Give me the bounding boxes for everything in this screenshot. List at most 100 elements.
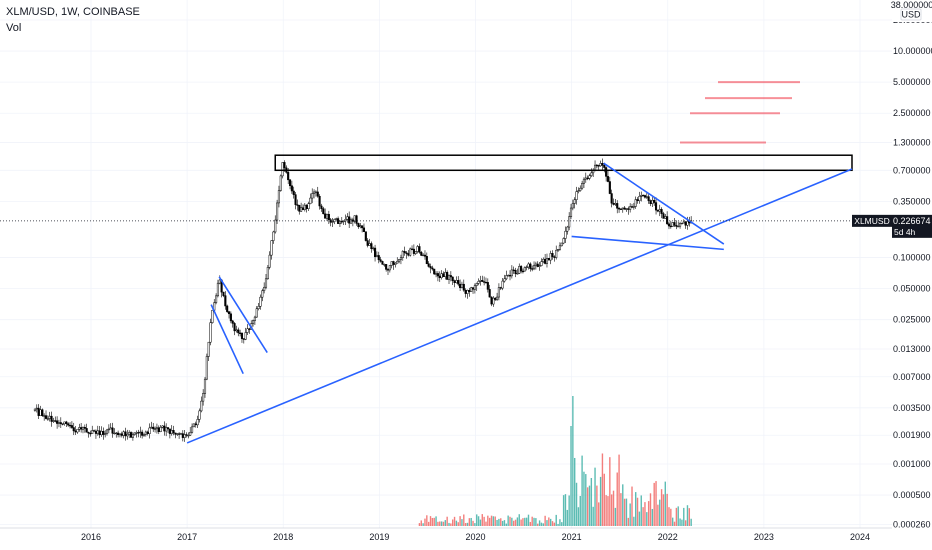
resistance-zone-box[interactable] — [274, 154, 853, 172]
candle-body — [496, 296, 499, 300]
candle-body — [76, 428, 79, 433]
drawings-layer[interactable] — [186, 81, 853, 444]
volume-bar — [581, 455, 583, 526]
volume-bar — [607, 496, 609, 526]
candle-body — [653, 200, 656, 203]
candle-body — [205, 356, 208, 380]
volume-bar — [631, 486, 633, 526]
candle-body — [200, 400, 203, 412]
candle-body — [89, 432, 92, 435]
candle-body — [216, 282, 219, 297]
candle-body — [558, 245, 561, 250]
volume-bar — [559, 519, 561, 526]
volume-bar — [598, 502, 600, 526]
volume-indicator-label[interactable]: Vol — [6, 22, 22, 34]
candle-body — [183, 434, 186, 438]
time-tick-label: 2021 — [562, 532, 582, 542]
long-term-support-trendline[interactable] — [186, 168, 853, 444]
price-axis-background — [892, 0, 932, 550]
candle-body — [266, 267, 269, 280]
volume-bar — [444, 520, 447, 526]
candle-body — [178, 433, 181, 435]
volume-bar — [477, 516, 480, 526]
volume-bar — [494, 516, 496, 526]
candle-body — [122, 431, 125, 436]
volume-bar — [522, 518, 524, 526]
time-axis[interactable]: 2016 2017 2018 2019 2020 2021 2022 2023 2024 — [81, 532, 870, 542]
volume-bar — [592, 506, 594, 526]
candle-body — [433, 268, 436, 275]
candle-body — [619, 208, 622, 210]
candle-body — [497, 287, 500, 298]
candle-body — [168, 428, 171, 434]
volume-bar — [474, 523, 476, 526]
candle-body — [118, 433, 122, 436]
volume-bar — [677, 506, 679, 526]
candle-body — [111, 427, 114, 434]
candle-body — [318, 195, 321, 207]
price-axis[interactable]: 20.00000010.0000005.0000002.5000001.3000… — [893, 15, 932, 529]
candle-body — [527, 263, 530, 268]
price-tick-label: 0.350000 — [893, 196, 931, 206]
volume-bar — [540, 522, 543, 526]
candle-body — [131, 434, 134, 438]
volume-bar — [433, 517, 435, 526]
volume-bar — [492, 516, 495, 526]
candle-body — [252, 320, 255, 324]
flag-2017-lower-trendline[interactable] — [210, 304, 244, 375]
volume-bar — [513, 520, 515, 526]
volume-bar — [551, 521, 554, 526]
candle-body — [606, 176, 610, 182]
candle-body — [215, 295, 218, 303]
candle-body — [359, 225, 362, 228]
volume-bar — [625, 498, 628, 526]
candle-body — [33, 408, 36, 411]
candle-body — [499, 287, 502, 289]
currency-badge[interactable] — [900, 8, 922, 21]
candle-body — [438, 275, 441, 279]
volume-bar — [564, 494, 567, 526]
candle-body — [435, 273, 438, 275]
candle-body — [638, 196, 641, 201]
wedge-lower-trendline[interactable] — [571, 235, 724, 251]
candle-body — [292, 190, 295, 195]
candle-body — [263, 286, 266, 292]
volume-bar — [579, 495, 581, 526]
volume-bar — [503, 520, 506, 526]
candle-body — [309, 197, 312, 204]
volume-bar — [553, 522, 556, 526]
flag-2017-upper-trendline[interactable] — [218, 276, 268, 354]
volume-bar — [590, 478, 593, 526]
candle-body — [605, 167, 608, 177]
candle-body — [94, 430, 97, 434]
candle-body — [477, 280, 480, 284]
candle-body — [274, 219, 277, 233]
candle-body — [553, 256, 556, 258]
candle-body — [523, 267, 526, 272]
wedge-upper-trendline[interactable] — [603, 162, 725, 245]
candle-body — [325, 214, 329, 219]
candle-body — [218, 279, 221, 284]
candle-body — [671, 222, 674, 227]
candle-body — [185, 434, 188, 436]
volume-bar — [527, 514, 530, 526]
candle-body — [107, 428, 110, 431]
candle-body — [412, 248, 415, 254]
candle-body — [425, 256, 428, 264]
candle-body — [98, 430, 101, 436]
price-axis-top-label: 38.000000 — [891, 0, 932, 10]
volume-bar — [511, 517, 513, 526]
volume-bar — [562, 495, 565, 526]
candle-body — [575, 191, 578, 200]
candle-body — [375, 255, 378, 258]
volume-bar — [507, 515, 509, 526]
candle-body — [148, 427, 151, 434]
volume-bar — [472, 520, 474, 526]
candle-body — [629, 206, 632, 210]
candle-body — [505, 275, 508, 280]
candle-body — [370, 243, 373, 249]
candle-body — [85, 428, 88, 433]
candle-body — [126, 433, 129, 437]
candle-body — [399, 257, 402, 260]
